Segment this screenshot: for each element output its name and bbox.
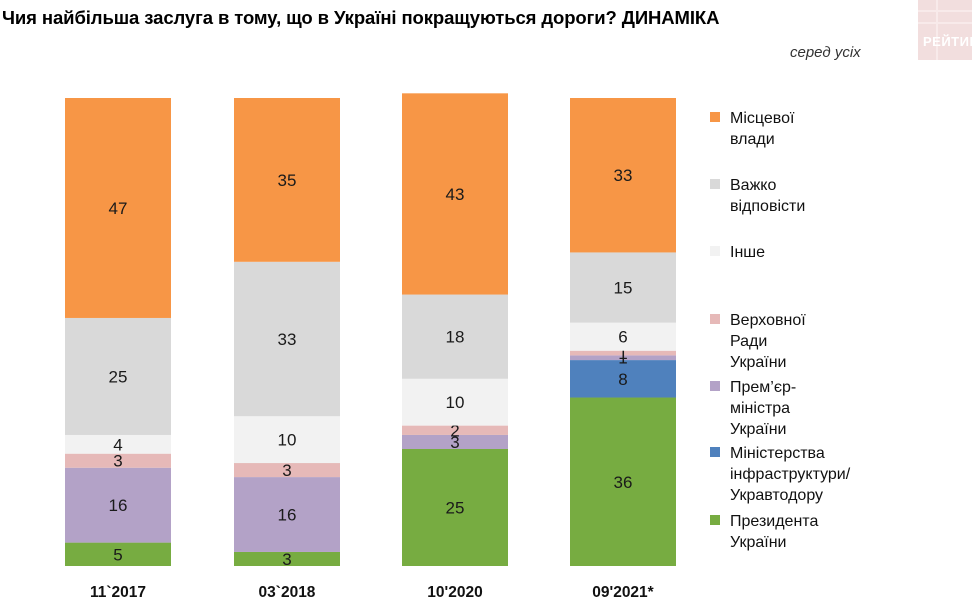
bar-segment-pm xyxy=(402,434,508,449)
chart-title: Чия найбільша заслуга в тому, що в Украї… xyxy=(2,7,720,28)
bar-segment-rada xyxy=(234,463,340,478)
legend-label: Місцевої влади xyxy=(730,110,795,148)
data-label-president: 36 xyxy=(614,473,633,492)
legend-item-pm: Прем’єр-міністра України xyxy=(710,377,796,440)
legend-swatch xyxy=(710,381,720,391)
x-tick-label: 09'2021* xyxy=(592,584,654,601)
data-label-local: 33 xyxy=(614,166,633,185)
x-tick-label: 10'2020 xyxy=(427,584,482,601)
legend-swatch xyxy=(710,112,720,122)
bar-segment-hard xyxy=(65,317,171,435)
data-label-other: 10 xyxy=(278,431,297,450)
data-label-pm: 3 xyxy=(450,433,459,452)
bar-segment-pm xyxy=(65,467,171,543)
rating-logo: РЕЙТИНГ xyxy=(918,0,972,60)
data-label-local: 35 xyxy=(278,171,297,190)
bar-segment-president xyxy=(570,397,676,566)
data-label-hard: 18 xyxy=(446,328,465,347)
bar-segment-rada xyxy=(402,425,508,435)
legend-item-rada: Верховної Ради України xyxy=(710,310,806,373)
chart-subtitle: серед усіх xyxy=(790,44,861,61)
bar-segment-local xyxy=(402,93,508,295)
data-label-other: 4 xyxy=(113,435,122,454)
data-label-other: 6 xyxy=(618,328,627,347)
data-label-president: 5 xyxy=(113,545,122,564)
data-label-rada: 3 xyxy=(282,461,291,480)
data-label-hard: 25 xyxy=(109,367,128,386)
data-label-local: 47 xyxy=(109,199,128,218)
legend-swatch xyxy=(710,447,720,457)
data-label-pm: 1 xyxy=(618,349,627,368)
data-label-ministry: 8 xyxy=(618,370,627,389)
legend-label: Верховної Ради України xyxy=(730,312,806,371)
legend-label: Міністерства інфраструктури/Укравтодору xyxy=(730,445,851,504)
legend-item-hard: Важко відповісти xyxy=(710,175,805,217)
legend-item-president: Президента України xyxy=(710,511,818,553)
x-tick-label: 03`2018 xyxy=(259,584,316,601)
bar-segment-local xyxy=(234,98,340,262)
legend-swatch xyxy=(710,515,720,525)
data-label-rada: 3 xyxy=(113,452,122,471)
bar-segment-rada xyxy=(570,350,676,356)
legend-swatch xyxy=(710,314,720,324)
legend-swatch xyxy=(710,179,720,189)
data-label-other: 10 xyxy=(446,393,465,412)
bar-segment-pm xyxy=(570,355,676,361)
bar-segment-other xyxy=(570,322,676,351)
legend-swatch xyxy=(710,246,720,256)
legend-label: Інше xyxy=(730,244,766,261)
bar-segment-other xyxy=(402,378,508,426)
legend-label: Президента України xyxy=(730,513,819,551)
legend-item-ministry: Міністерства інфраструктури/Укравтодору xyxy=(710,443,850,506)
bar-segment-hard xyxy=(402,294,508,379)
bar-segment-rada xyxy=(65,453,171,468)
bar-segment-hard xyxy=(570,252,676,323)
x-tick-label: 11`2017 xyxy=(90,584,146,601)
legend-label: Прем’єр-міністра України xyxy=(730,379,797,438)
bar-segment-local xyxy=(65,98,171,318)
bar-segment-president xyxy=(234,551,340,566)
bar-segment-other xyxy=(65,434,171,454)
data-label-pm: 16 xyxy=(278,506,297,525)
bar-segment-other xyxy=(234,416,340,464)
legend-item-local: Місцевої влади xyxy=(710,108,794,150)
bar-segment-pm xyxy=(234,477,340,552)
data-label-president: 3 xyxy=(282,550,291,569)
data-label-president: 25 xyxy=(446,499,465,518)
legend-label: Важко відповісти xyxy=(730,177,806,215)
logo-text: РЕЙТИНГ xyxy=(923,34,972,49)
data-label-rada: 2 xyxy=(450,421,459,440)
bar-segment-hard xyxy=(234,261,340,417)
bar-segment-ministry xyxy=(570,360,676,398)
legend-item-other: Інше xyxy=(710,242,765,263)
bar-segment-president xyxy=(402,449,508,566)
data-label-local: 43 xyxy=(446,185,465,204)
data-label-rada: 1 xyxy=(618,344,627,363)
bar-segment-president xyxy=(65,542,171,566)
data-label-hard: 15 xyxy=(614,279,633,298)
data-label-hard: 33 xyxy=(278,330,297,349)
data-label-pm: 16 xyxy=(109,496,128,515)
bar-segment-local xyxy=(570,98,676,253)
